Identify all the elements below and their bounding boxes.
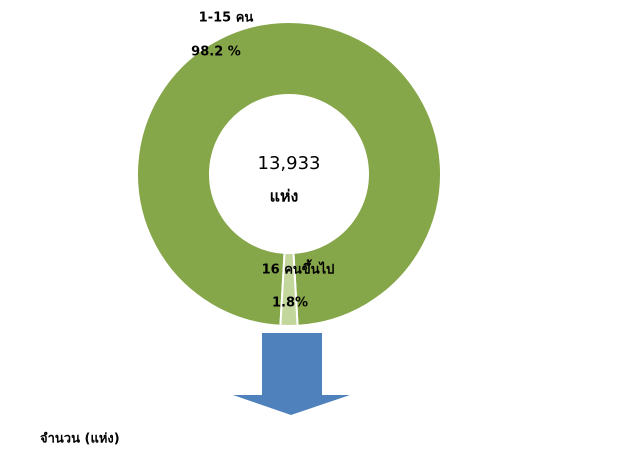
donut	[136, 21, 442, 327]
footnote: จำนวน (แห่ง)	[40, 431, 120, 447]
slice-label: 1-15 คน	[199, 11, 254, 26]
center-sublabel: แห่ง	[270, 187, 299, 206]
arrow	[233, 333, 350, 415]
center-label: 13,933	[258, 153, 321, 174]
slice	[136, 21, 442, 327]
slice-label: 16 คนขึ้นไป	[262, 259, 335, 278]
value-label: 98.2 %	[191, 45, 241, 60]
slice	[279, 251, 299, 327]
value-label: 1.8%	[272, 296, 308, 311]
